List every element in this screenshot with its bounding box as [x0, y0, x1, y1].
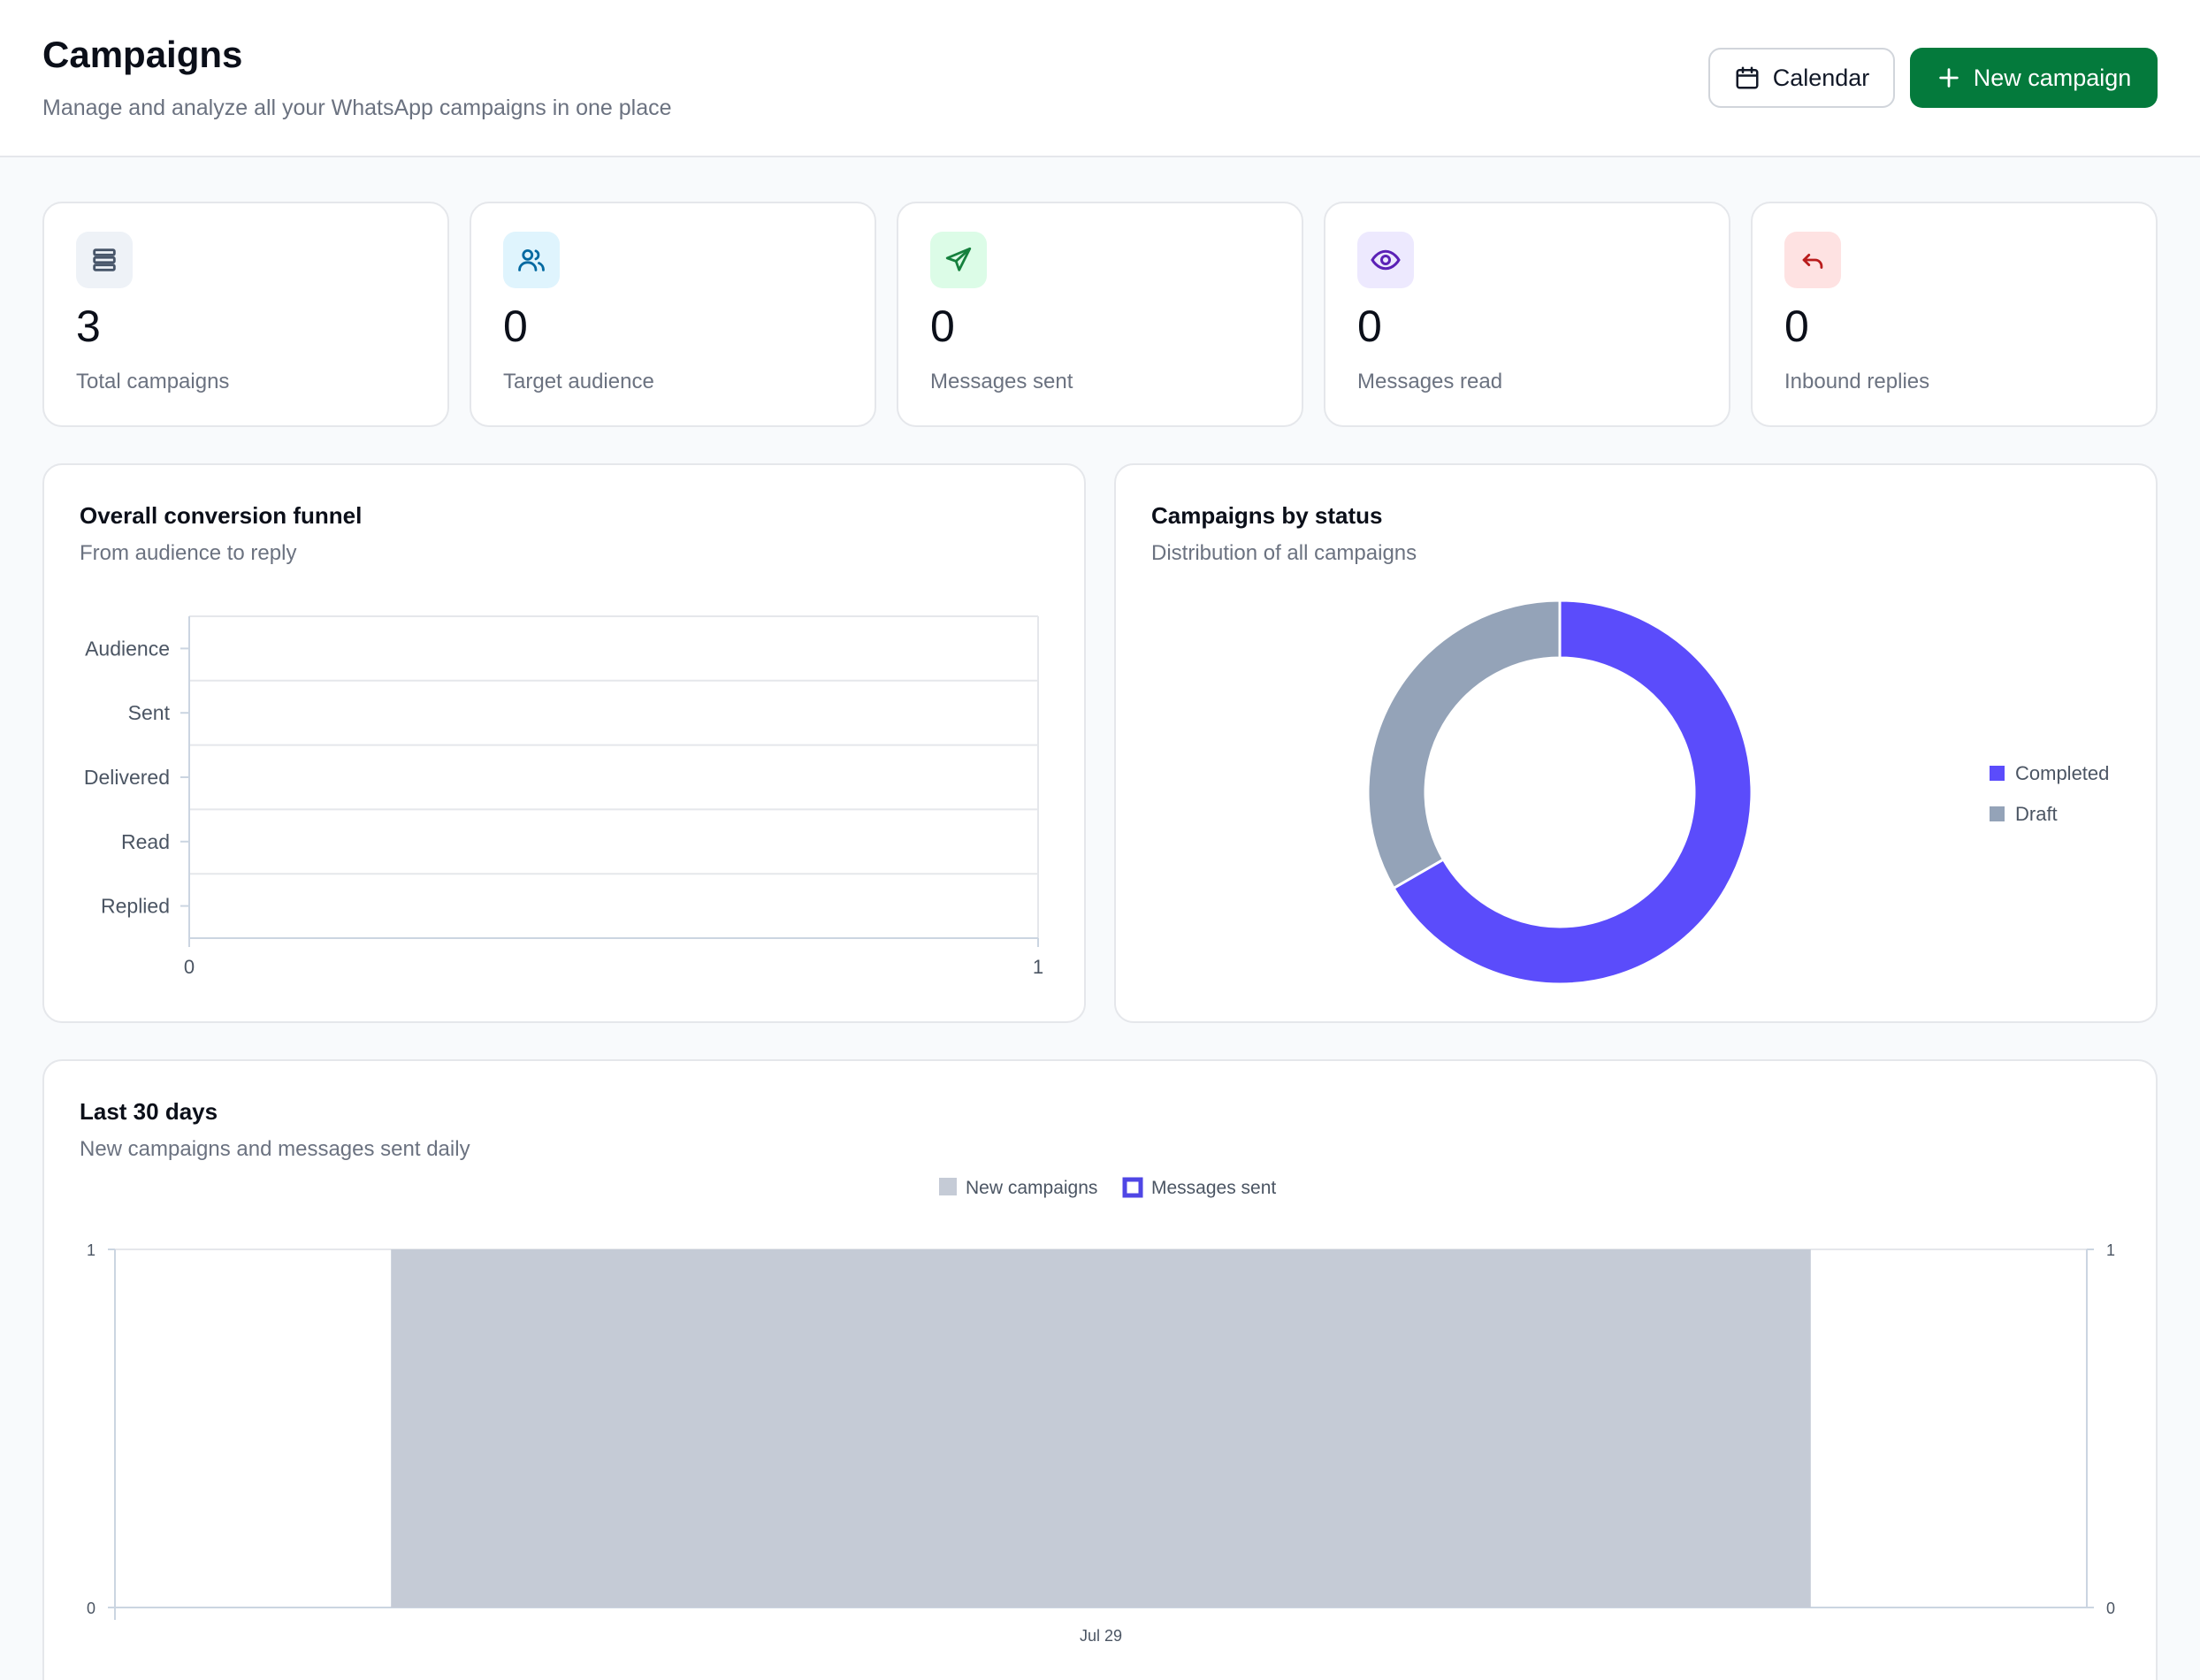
stat-label: Messages read [1357, 370, 1503, 393]
stat-value: 0 [503, 302, 528, 351]
donut-slice-draft [1366, 599, 1562, 890]
panel-title: Last 30 days [80, 1098, 218, 1125]
stat-card-total-campaigns: 3 Total campaigns [42, 202, 449, 427]
funnel-chart: Audience Sent Delivered Read Replied 0 1 [84, 615, 1043, 978]
stat-card-target-audience: 0 Target audience [470, 202, 876, 427]
left-tick-label: 0 [87, 1600, 95, 1617]
stat-card-messages-sent: 0 Messages sent [897, 202, 1303, 427]
conversion-funnel-panel: Overall conversion funnel From audience … [42, 463, 1086, 1023]
calendar-button-label: Calendar [1772, 64, 1870, 91]
category-label: Sent [128, 701, 171, 724]
panel-subtitle: Distribution of all campaigns [1151, 541, 1417, 565]
reply-icon [1784, 232, 1841, 288]
x-tick-label: Jul 29 [1080, 1627, 1122, 1645]
page-subtitle: Manage and analyze all your WhatsApp cam… [42, 95, 672, 120]
panel-title: Overall conversion funnel [80, 502, 363, 529]
panel-title: Campaigns by status [1151, 502, 1383, 529]
category-label: Replied [101, 895, 170, 918]
category-label: Read [121, 830, 170, 853]
legend-label: Completed [2015, 762, 2109, 784]
stat-value: 0 [930, 302, 955, 351]
stat-value: 0 [1784, 302, 1809, 351]
page-header: Campaigns Manage and analyze all your Wh… [0, 0, 2200, 157]
right-tick-label: 0 [2106, 1600, 2115, 1617]
new-campaign-button[interactable]: New campaign [1910, 48, 2158, 108]
legend-label: New campaigns [966, 1178, 1097, 1198]
send-icon [930, 232, 987, 288]
stat-label: Inbound replies [1784, 370, 1930, 393]
stat-label: Messages sent [930, 370, 1073, 393]
stat-label: Total campaigns [76, 370, 230, 393]
calendar-icon [1734, 65, 1761, 91]
donut-slice-completed [1392, 599, 1753, 986]
legend-swatch [1990, 806, 2005, 821]
users-icon [503, 232, 560, 288]
new-campaign-button-label: New campaign [1973, 64, 2132, 91]
eye-icon [1357, 232, 1414, 288]
stat-card-messages-read: 0 Messages read [1324, 202, 1730, 427]
stat-card-inbound-replies: 0 Inbound replies [1751, 202, 2158, 427]
daily-trend-chart: 0 1 0 1 Jul 29 New campaigns Messages sent [87, 1177, 2115, 1645]
stat-label: Target audience [503, 370, 654, 393]
legend-swatch [1990, 766, 2005, 781]
status-donut-chart: Completed Draft [1366, 599, 2109, 986]
stat-value: 3 [76, 302, 101, 351]
list-icon [76, 232, 133, 288]
left-tick-label: 1 [87, 1241, 95, 1259]
campaigns-by-status-panel: Campaigns by status Distribution of all … [1114, 463, 2158, 1023]
legend-swatch [1122, 1177, 1143, 1198]
new-campaigns-bar [391, 1249, 1811, 1607]
panel-subtitle: New campaigns and messages sent daily [80, 1137, 470, 1161]
plus-icon [1936, 65, 1961, 90]
page-title: Campaigns [42, 34, 243, 75]
category-label: Audience [85, 637, 170, 660]
legend-swatch [939, 1178, 957, 1195]
right-tick-label: 1 [2106, 1241, 2115, 1259]
x-tick-label: 0 [184, 956, 195, 978]
calendar-button[interactable]: Calendar [1708, 48, 1895, 108]
legend-label: Messages sent [1151, 1178, 1276, 1198]
last-30-days-panel: Last 30 days New campaigns and messages … [42, 1059, 2158, 1680]
stat-value: 0 [1357, 302, 1382, 351]
panel-subtitle: From audience to reply [80, 541, 297, 565]
x-tick-label: 1 [1033, 956, 1043, 978]
category-label: Delivered [84, 766, 170, 789]
legend-label: Draft [2015, 803, 2058, 825]
